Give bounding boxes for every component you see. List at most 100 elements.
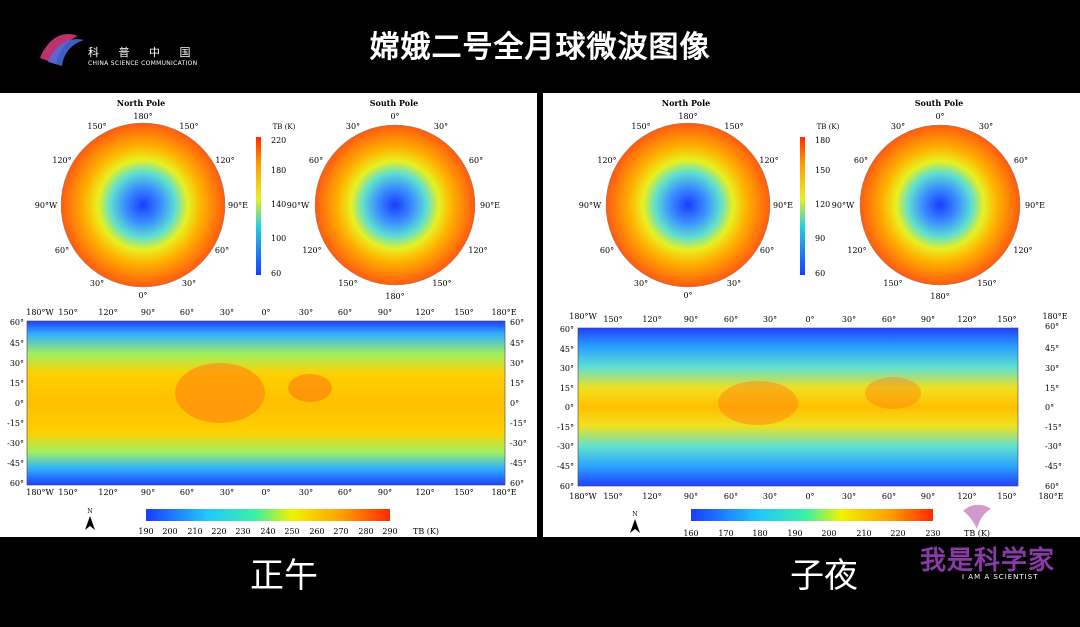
noon-global-map <box>26 320 506 486</box>
x-tick: 0° <box>805 315 814 324</box>
south-label-tr: 30° <box>979 122 993 131</box>
map-colorbar-ticks: 190 200 210 220 230 240 250 260 270 280 … <box>138 527 397 536</box>
x-tick: 180°W <box>569 312 597 321</box>
x-tick: 120° <box>957 315 976 324</box>
polar-tick: 100 <box>271 234 286 243</box>
x-tick: 120° <box>957 492 976 501</box>
map-y-ticks-right: 60° 45° 30° 15° 0° -15° -30° -45° 60° <box>510 318 527 488</box>
polar-tick: 140 <box>271 200 286 209</box>
north-label-bl: 30° <box>634 279 648 288</box>
cbar-tick: 240 <box>260 527 275 536</box>
south-label-tr: 30° <box>434 122 448 131</box>
x-tick: 120° <box>415 488 434 497</box>
x-tick: 90° <box>378 488 392 497</box>
map-colorbar-unit: TB (K) <box>413 527 439 536</box>
north-label-lb: 60° <box>600 246 614 255</box>
y-tick: -15° <box>1045 423 1062 432</box>
south-label-br: 150° <box>432 279 451 288</box>
polar-tick: 180 <box>815 136 830 145</box>
cbar-tick: 190 <box>787 529 802 537</box>
x-tick: 30° <box>842 315 856 324</box>
south-label-bottom: 180° <box>930 292 949 301</box>
cbar-tick: 250 <box>284 527 299 536</box>
map-y-ticks-left: 60° 45° 30° 15° 0° -15° -30° -45° 60° <box>7 318 24 488</box>
y-tick: 30° <box>1045 364 1059 373</box>
x-tick: 150° <box>58 308 77 317</box>
y-tick: -15° <box>557 423 574 432</box>
north-label-right: 90°E <box>773 201 793 210</box>
map-x-ticks-top: 180°W 150° 120° 90° 60° 30° 0° 30° 60° 9… <box>569 312 1067 324</box>
south-label-tl: 30° <box>346 122 360 131</box>
x-tick: 150° <box>58 488 77 497</box>
north-label-rb: 60° <box>215 246 229 255</box>
cbar-tick: 210 <box>187 527 202 536</box>
cbar-tick: 190 <box>138 527 153 536</box>
x-tick: 120° <box>642 315 661 324</box>
x-tick: 180°W <box>26 488 54 497</box>
logo-text-cn: 科 普 中 国 <box>88 46 199 59</box>
logo <box>38 28 208 72</box>
north-pole-title: North Pole <box>117 98 165 108</box>
polar-tick: 120 <box>815 200 830 209</box>
north-label-right: 90°E <box>228 201 248 210</box>
y-tick: 60° <box>560 325 574 334</box>
x-tick: 90° <box>141 308 155 317</box>
cbar-tick: 160 <box>683 529 698 537</box>
y-tick: -30° <box>1045 442 1062 451</box>
polar-colorbar <box>800 137 805 275</box>
x-tick: 180°W <box>26 308 54 317</box>
y-tick: 45° <box>560 345 574 354</box>
x-tick: 150° <box>997 492 1016 501</box>
north-label-lt: 120° <box>52 156 71 165</box>
north-label-top: 180° <box>133 112 152 121</box>
y-tick: 60° <box>560 482 574 491</box>
polar-tick: 60 <box>271 269 281 278</box>
south-pole-map <box>314 124 476 286</box>
north-label-tl: 150° <box>631 122 650 131</box>
x-tick: 90° <box>141 488 155 497</box>
x-tick: 30° <box>299 308 313 317</box>
y-tick: 45° <box>10 339 24 348</box>
y-tick: 60° <box>1045 482 1059 491</box>
north-label-tl: 150° <box>87 122 106 131</box>
x-tick: 150° <box>997 315 1016 324</box>
midnight-panel: North Pole 180° 150° 150° 120° 120° 90°W… <box>543 93 1080 538</box>
x-tick: 180°E <box>1038 492 1063 501</box>
south-label-top: 0° <box>935 112 944 121</box>
y-tick: 60° <box>10 318 24 327</box>
south-pole-title: South Pole <box>915 98 964 108</box>
y-tick: 60° <box>10 479 24 488</box>
south-label-bl: 150° <box>338 279 357 288</box>
south-label-left: 90°W <box>287 201 310 210</box>
noon-panel: North Pole 180° 150° 150° 120° 120° 90°W… <box>0 93 537 537</box>
x-tick: 150° <box>454 488 473 497</box>
x-tick: 0° <box>805 492 814 501</box>
logo-text-en: CHINA SCIENCE COMMUNICATION <box>88 60 198 67</box>
logo-mark-icon <box>40 34 84 66</box>
polar-colorbar-title: TB (K) <box>273 123 296 131</box>
north-label-bl: 30° <box>90 279 104 288</box>
south-label-lb: 120° <box>302 246 321 255</box>
south-label-right: 90°E <box>1025 201 1045 210</box>
x-tick: 150° <box>603 492 622 501</box>
south-label-rb: 120° <box>468 246 487 255</box>
x-tick: 180°E <box>1042 312 1067 321</box>
x-tick: 30° <box>220 308 234 317</box>
map-y-ticks-right: 60° 45° 30° 15° 0° -15° -30° -45° 60° <box>1045 322 1062 491</box>
x-tick: 0° <box>261 488 270 497</box>
south-label-lb: 120° <box>847 246 866 255</box>
y-tick: 15° <box>560 384 574 393</box>
y-tick: 0° <box>1045 403 1054 412</box>
north-label-bottom: 0° <box>683 291 692 300</box>
y-tick: 60° <box>510 318 524 327</box>
noon-hot-region <box>175 363 265 423</box>
south-label-left: 90°W <box>832 201 855 210</box>
x-tick: 120° <box>642 492 661 501</box>
south-label-bl: 150° <box>883 279 902 288</box>
cbar-tick: 180 <box>752 529 767 537</box>
x-tick: 90° <box>921 315 935 324</box>
x-tick: 60° <box>882 315 896 324</box>
noon-figure: North Pole 180° 150° 150° 120° 120° 90°W… <box>7 98 527 536</box>
polar-colorbar-title: TB (K) <box>817 123 840 131</box>
noon-hot-region <box>288 374 332 402</box>
